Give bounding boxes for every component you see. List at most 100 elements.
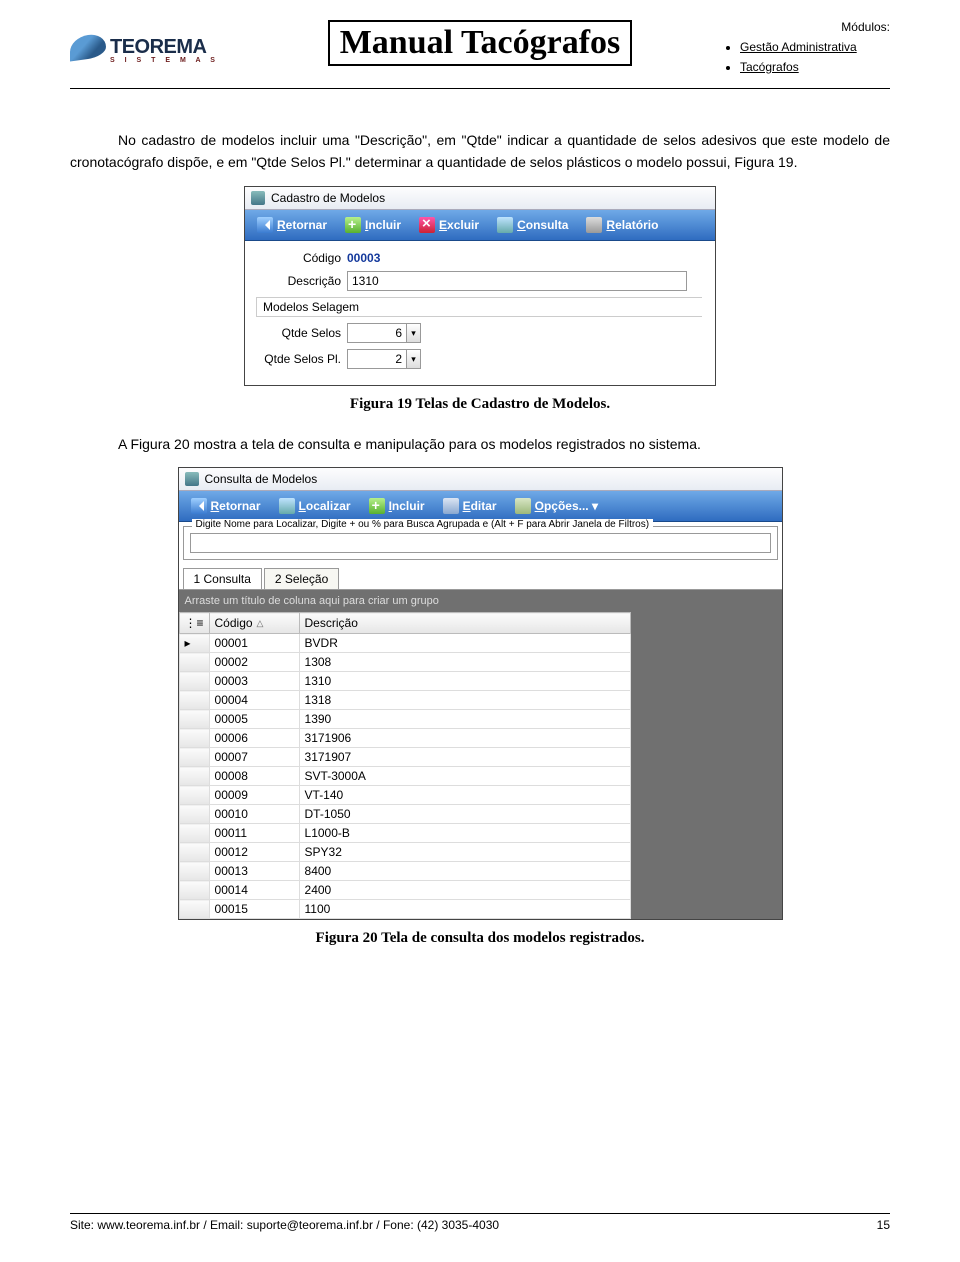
descricao-input[interactable]: [347, 271, 687, 291]
table-cell: 00004: [209, 691, 299, 710]
modulos-label: Módulos:: [710, 20, 890, 34]
table-cell: BVDR: [299, 634, 630, 653]
table-cell: 00005: [209, 710, 299, 729]
qtde-selos-pl-label: Qtde Selos Pl.: [257, 352, 347, 366]
window-icon: [251, 191, 265, 205]
modulo-link[interactable]: Tacógrafos: [740, 60, 890, 74]
table-cell: 00007: [209, 748, 299, 767]
table-cell: 00012: [209, 843, 299, 862]
incluir-button[interactable]: Incluir: [337, 214, 409, 236]
row-handle[interactable]: [179, 900, 209, 919]
retornar-button[interactable]: Retornar: [249, 214, 335, 236]
figure-20-caption: Figura 20 Tela de consulta dos modelos r…: [70, 930, 890, 947]
table-cell: 00011: [209, 824, 299, 843]
table-cell: 1100: [299, 900, 630, 919]
cadastro-window: Cadastro de Modelos Retornar Incluir Exc…: [244, 186, 716, 386]
row-handle[interactable]: [179, 672, 209, 691]
logo-swoosh-icon: [70, 32, 106, 61]
row-handle[interactable]: [179, 748, 209, 767]
table-row[interactable]: 000051390: [179, 710, 630, 729]
table-cell: 00010: [209, 805, 299, 824]
options-icon: [515, 498, 531, 514]
logo-brand: TEOREMA: [110, 36, 207, 59]
footer-contact: Site: www.teorema.inf.br / Email: suport…: [70, 1218, 499, 1232]
qtde-selos-label: Qtde Selos: [257, 326, 347, 340]
qtde-selos-input[interactable]: [347, 323, 407, 343]
row-handle[interactable]: [179, 729, 209, 748]
row-handle[interactable]: [179, 805, 209, 824]
table-row[interactable]: 00009VT-140: [179, 786, 630, 805]
group-by-hint[interactable]: Arraste um título de coluna aqui para cr…: [179, 590, 631, 612]
localizar-button[interactable]: Localizar: [271, 495, 359, 517]
row-handle[interactable]: [179, 881, 209, 900]
qtde-selos-pl-spinner[interactable]: ▾: [347, 349, 421, 369]
figure-19-caption: Figura 19 Telas de Cadastro de Modelos.: [70, 396, 890, 413]
filter-legend: Digite Nome para Localizar, Digite + ou …: [192, 519, 654, 530]
report-icon: [586, 217, 602, 233]
table-row[interactable]: 000031310: [179, 672, 630, 691]
table-row[interactable]: 000063171906: [179, 729, 630, 748]
delete-icon: [419, 217, 435, 233]
logo: TEOREMA S I S T E M A S: [70, 20, 250, 64]
table-row[interactable]: 000151100: [179, 900, 630, 919]
row-handle[interactable]: [179, 767, 209, 786]
row-handle[interactable]: ▸: [179, 634, 209, 653]
editar-button[interactable]: Editar: [435, 495, 505, 517]
table-cell: DT-1050: [299, 805, 630, 824]
page-number: 15: [877, 1218, 890, 1232]
window-title: Consulta de Modelos: [205, 472, 318, 486]
table-row[interactable]: 000041318: [179, 691, 630, 710]
table-cell: 00002: [209, 653, 299, 672]
search-icon: [497, 217, 513, 233]
table-row[interactable]: 00011L1000-B: [179, 824, 630, 843]
search-icon: [279, 498, 295, 514]
row-handle[interactable]: [179, 862, 209, 881]
row-handle[interactable]: [179, 653, 209, 672]
chevron-down-icon[interactable]: ▾: [407, 349, 421, 369]
sort-asc-icon: △: [257, 618, 264, 629]
qtde-selos-spinner[interactable]: ▾: [347, 323, 421, 343]
col-descricao-header[interactable]: Descrição: [299, 613, 630, 634]
manual-title: Manual Tacógrafos: [328, 20, 633, 66]
page-footer: Site: www.teorema.inf.br / Email: suport…: [70, 1213, 890, 1232]
opcoes-button[interactable]: Opções... ▾: [507, 495, 606, 517]
row-handle[interactable]: [179, 824, 209, 843]
retornar-button[interactable]: Retornar: [183, 495, 269, 517]
table-row[interactable]: 00010DT-1050: [179, 805, 630, 824]
window-title: Cadastro de Modelos: [271, 191, 385, 205]
tab-selecao[interactable]: 2 Seleção: [264, 568, 339, 589]
table-row[interactable]: 00012SPY32: [179, 843, 630, 862]
table-cell: 00003: [209, 672, 299, 691]
qtde-selos-pl-input[interactable]: [347, 349, 407, 369]
grid-empty-area: [631, 590, 782, 919]
row-handle[interactable]: [179, 710, 209, 729]
filter-input[interactable]: [190, 533, 771, 553]
chevron-down-icon[interactable]: ▾: [407, 323, 421, 343]
consulta-grid: ⋮≡ Código△ Descrição ▸00001BVDR000021308…: [179, 612, 631, 919]
excluir-button[interactable]: Excluir: [411, 214, 487, 236]
table-row[interactable]: 000021308: [179, 653, 630, 672]
codigo-value: 00003: [347, 251, 380, 265]
table-cell: 00009: [209, 786, 299, 805]
row-handle[interactable]: [179, 843, 209, 862]
table-cell: 00001: [209, 634, 299, 653]
tab-consulta[interactable]: 1 Consulta: [183, 568, 262, 589]
relatorio-button[interactable]: Relatório: [578, 214, 666, 236]
table-row[interactable]: 00008SVT-3000A: [179, 767, 630, 786]
table-row[interactable]: 000073171907: [179, 748, 630, 767]
table-cell: 1318: [299, 691, 630, 710]
table-row[interactable]: ▸00001BVDR: [179, 634, 630, 653]
modulo-link[interactable]: Gestão Administrativa: [740, 40, 890, 54]
table-row[interactable]: 000142400: [179, 881, 630, 900]
row-selector-header[interactable]: ⋮≡: [179, 613, 209, 634]
row-handle[interactable]: [179, 691, 209, 710]
consulta-toolbar: Retornar Localizar Incluir Editar Opções…: [179, 491, 782, 522]
edit-icon: [443, 498, 459, 514]
col-codigo-header[interactable]: Código△: [209, 613, 299, 634]
table-cell: 1310: [299, 672, 630, 691]
consulta-button[interactable]: Consulta: [489, 214, 576, 236]
table-row[interactable]: 000138400: [179, 862, 630, 881]
row-handle[interactable]: [179, 786, 209, 805]
incluir-button[interactable]: Incluir: [361, 495, 433, 517]
cadastro-toolbar: Retornar Incluir Excluir Consulta Relató…: [245, 210, 715, 241]
